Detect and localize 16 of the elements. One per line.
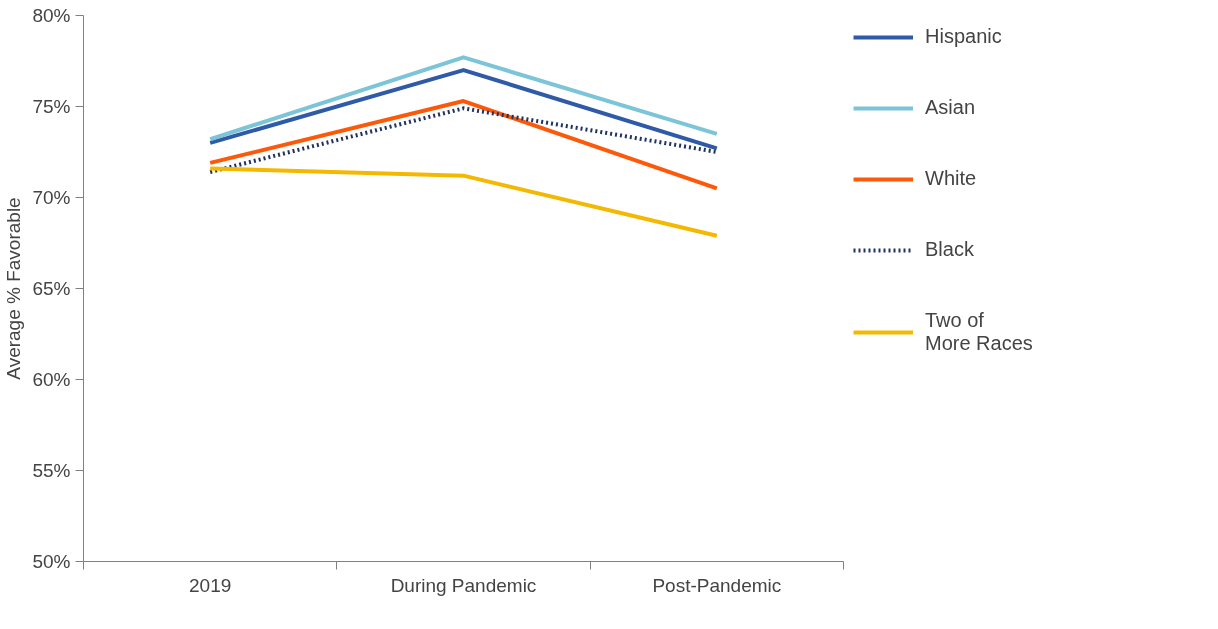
x-tick-label: 2019 [189, 574, 232, 596]
y-tick-label: 65% [32, 278, 71, 299]
legend-label: Hispanic [925, 25, 1002, 48]
y-tick-label: 60% [32, 369, 71, 390]
legend-label: White [925, 167, 977, 190]
legend-label: Two of More Races [925, 309, 1033, 355]
legend-label: Asian [925, 96, 976, 119]
x-tick-label: During Pandemic [390, 574, 537, 596]
x-tick-label: Post-Pandemic [652, 574, 782, 596]
y-axis-title: Average % Favorable [3, 197, 25, 380]
y-tick-label: 80% [32, 5, 71, 26]
y-tick-label: 70% [32, 187, 71, 208]
y-tick-label: 55% [32, 460, 71, 481]
y-tick-label: 75% [32, 96, 71, 117]
legend-label: Black [925, 238, 974, 261]
y-tick-label: 50% [32, 551, 71, 572]
